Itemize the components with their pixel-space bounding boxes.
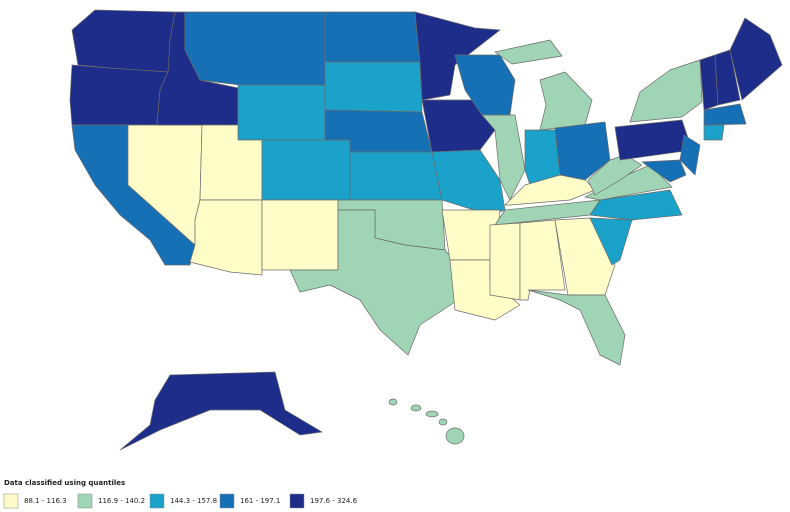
state xyxy=(629,59,703,123)
islands xyxy=(388,398,465,445)
legend-label: 116.9 - 140.2 xyxy=(98,497,145,505)
state xyxy=(69,64,169,126)
state xyxy=(703,103,747,126)
state xyxy=(119,371,323,451)
state xyxy=(425,410,439,418)
legend-swatch xyxy=(77,493,93,509)
state xyxy=(679,134,701,176)
state xyxy=(189,199,263,276)
state xyxy=(714,49,741,106)
legend-label: 144.3 - 157.8 xyxy=(170,497,217,505)
state xyxy=(410,404,422,412)
state xyxy=(237,84,326,141)
state xyxy=(589,217,633,266)
state xyxy=(184,11,326,86)
state xyxy=(261,139,351,201)
state xyxy=(641,159,687,183)
state xyxy=(554,121,611,181)
state xyxy=(729,17,783,101)
legend-label: 161 - 197.1 xyxy=(240,497,280,505)
state xyxy=(431,149,506,216)
state xyxy=(445,427,465,445)
states xyxy=(69,9,783,451)
state xyxy=(324,61,423,113)
state xyxy=(324,11,421,63)
state xyxy=(494,39,563,65)
state xyxy=(587,154,643,196)
state xyxy=(703,124,725,141)
state xyxy=(489,222,521,301)
state xyxy=(614,119,693,161)
legend-swatch xyxy=(219,493,235,509)
legend-title: Data classified using quantiles xyxy=(4,479,125,487)
legend-swatch xyxy=(3,493,19,509)
state xyxy=(289,209,459,356)
legend-swatch xyxy=(149,493,165,509)
state xyxy=(527,289,626,366)
state xyxy=(589,189,683,221)
state xyxy=(539,71,593,131)
state xyxy=(261,199,339,271)
legend-label: 88.1 - 116.3 xyxy=(24,497,67,505)
legend-label: 197.6 - 324.6 xyxy=(310,497,358,505)
state xyxy=(349,151,443,201)
state xyxy=(71,9,176,73)
legend-swatch xyxy=(289,493,305,509)
legend: 88.1 - 116.3 116.9 - 140.2 144.3 - 157.8 16… xyxy=(3,493,358,509)
state xyxy=(438,418,448,426)
state xyxy=(388,398,398,406)
